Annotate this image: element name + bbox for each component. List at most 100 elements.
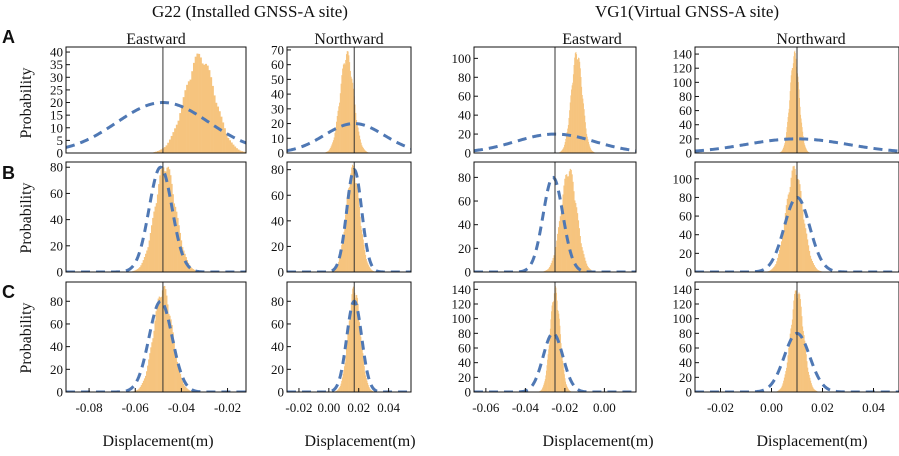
histogram-bar [783, 377, 785, 392]
histogram-bar [585, 128, 587, 153]
histogram-bar [352, 82, 354, 153]
histogram-bar [341, 244, 343, 272]
histogram-bar [223, 128, 226, 153]
group-title-g22: G22 (Installed GNSS-A site) [152, 2, 348, 21]
y-tick-label: 0 [57, 265, 64, 280]
histogram-bar [342, 373, 344, 392]
histogram-bar [578, 57, 579, 153]
histogram-bar [340, 249, 342, 272]
histogram-bar [545, 370, 547, 392]
histogram-bar [190, 267, 192, 272]
histogram-bar [565, 381, 567, 392]
histogram-bar [585, 263, 588, 272]
histogram-bar [168, 139, 171, 153]
histogram-bar [785, 136, 787, 153]
histogram-bar [581, 94, 583, 153]
histogram-bar [327, 151, 329, 153]
y-tick-label: 60 [50, 186, 63, 201]
histogram-bar [558, 313, 560, 392]
histogram-bar [816, 269, 818, 272]
histogram-bar [565, 135, 567, 153]
histogram-bar [333, 137, 335, 153]
histogram-bar [542, 386, 544, 392]
ylabel-row-c: Probability [18, 302, 35, 373]
panel-frame [694, 281, 899, 393]
histogram-bar [174, 128, 177, 153]
y-tick-label: 60 [679, 209, 692, 224]
y-tick-label: 40 [679, 355, 692, 370]
histogram-bar [346, 197, 348, 272]
histogram-bar [798, 180, 800, 272]
histogram-bar [543, 383, 545, 392]
histogram-bar [569, 102, 571, 153]
y-tick-label: 100 [452, 311, 472, 326]
histogram-bar [152, 217, 154, 272]
histogram-bar [344, 64, 346, 153]
y-tick-label: 20 [679, 370, 692, 385]
histogram-bar [800, 118, 802, 153]
histogram-bar [344, 223, 346, 272]
histogram-bar [587, 267, 589, 272]
histogram-bar [351, 294, 353, 392]
histogram-bar [198, 53, 201, 153]
y-tick-label: 35 [50, 57, 63, 72]
histogram-bar [546, 365, 548, 392]
y-tick-label: 140 [673, 282, 693, 297]
panel-frame [473, 46, 637, 154]
histogram-bar [367, 383, 369, 392]
histogram-bar [539, 390, 541, 392]
histogram-bar [341, 380, 343, 392]
histogram-bar [348, 188, 350, 272]
histogram-bar [239, 150, 242, 153]
histogram-bar [776, 261, 778, 272]
histogram-bar [780, 151, 782, 153]
histogram-bar [803, 219, 805, 272]
y-tick-label: 20 [458, 370, 471, 385]
histogram-bar [345, 214, 347, 272]
histogram-bar [362, 239, 364, 272]
y-tick-label: 80 [679, 326, 692, 341]
y-tick-label: 80 [50, 160, 63, 175]
y-tick-label: 0 [278, 146, 285, 161]
histogram-bar [793, 300, 795, 392]
histogram-bar [189, 79, 192, 153]
histogram-bar [565, 384, 567, 392]
histogram-bar [328, 150, 330, 153]
histogram-bar [803, 139, 805, 153]
histogram-bar [807, 151, 808, 153]
y-tick-label: 40 [271, 213, 284, 228]
histogram-bar [204, 63, 207, 153]
histogram-bar [234, 146, 237, 153]
histogram-bar [802, 131, 804, 153]
histogram-bar [163, 147, 166, 153]
histogram-bar [586, 133, 588, 153]
histogram-bar [799, 184, 801, 272]
panel-frame [286, 161, 412, 273]
histogram-bar [184, 385, 186, 392]
histogram-bar [140, 385, 143, 392]
histogram-bar [771, 269, 773, 272]
histogram-bar [802, 330, 804, 392]
y-tick-label: 60 [271, 188, 284, 203]
panel-frame [694, 46, 899, 154]
x-tick-label: 0.02 [811, 400, 834, 415]
histogram-bar [785, 371, 787, 392]
histogram-bar [167, 304, 169, 392]
histogram-bar [591, 151, 593, 153]
histogram-bar [551, 311, 552, 392]
histogram-bar [337, 110, 339, 153]
histogram-bar [559, 325, 561, 392]
x-tick-label: -0.02 [285, 400, 312, 415]
histogram-bar [206, 65, 209, 153]
histogram-bar [560, 212, 562, 272]
y-tick-label: 0 [278, 265, 285, 280]
histogram-bar [369, 388, 371, 392]
histogram-bar [365, 150, 367, 153]
histogram-bar [155, 311, 157, 392]
histogram-bar [338, 388, 340, 392]
histogram-bar [588, 141, 590, 153]
histogram-bar [336, 121, 338, 153]
histogram-bar [341, 75, 343, 153]
histogram-bar [550, 263, 552, 272]
